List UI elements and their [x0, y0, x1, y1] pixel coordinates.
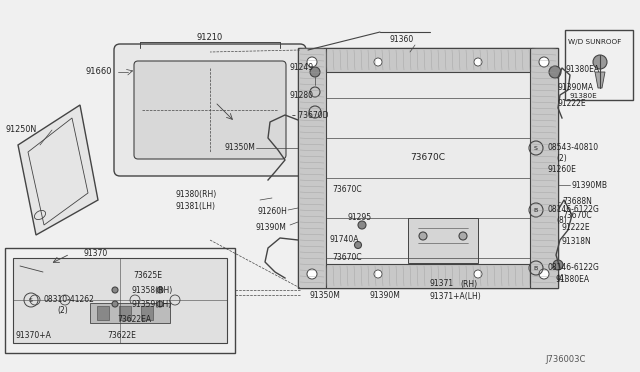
Text: J736003C: J736003C — [545, 356, 586, 365]
Circle shape — [549, 66, 561, 78]
Text: 91260E: 91260E — [548, 166, 577, 174]
Text: S: S — [534, 145, 538, 151]
Text: 91381(LH): 91381(LH) — [175, 202, 215, 212]
Text: 91390M: 91390M — [255, 224, 286, 232]
Circle shape — [358, 221, 366, 229]
Text: 73688N: 73688N — [562, 198, 592, 206]
Circle shape — [310, 67, 320, 77]
Bar — [565, 30, 633, 100]
Text: (8): (8) — [556, 215, 567, 224]
Text: 91350M: 91350M — [310, 292, 341, 301]
Text: 08310-41262: 08310-41262 — [43, 295, 94, 305]
Text: 91380(RH): 91380(RH) — [175, 190, 216, 199]
Bar — [13, 258, 227, 343]
Circle shape — [307, 57, 317, 67]
Circle shape — [539, 269, 549, 279]
Text: 91390M: 91390M — [370, 292, 401, 301]
Text: 91380EA: 91380EA — [566, 65, 600, 74]
Text: 73670C: 73670C — [410, 154, 445, 163]
Text: 91295: 91295 — [348, 214, 372, 222]
Text: 91370+A: 91370+A — [15, 331, 51, 340]
Text: 91380EA: 91380EA — [555, 276, 589, 285]
Text: 91390MB: 91390MB — [572, 180, 608, 189]
Circle shape — [593, 55, 607, 69]
Text: 91390MA: 91390MA — [558, 83, 594, 93]
Text: 91371+A(LH): 91371+A(LH) — [430, 292, 482, 301]
Text: (2): (2) — [57, 305, 68, 314]
Circle shape — [419, 232, 427, 240]
Polygon shape — [18, 105, 98, 235]
Bar — [90, 303, 170, 323]
Circle shape — [553, 260, 563, 270]
Text: 73670C: 73670C — [332, 186, 362, 195]
Text: (RH): (RH) — [460, 279, 477, 289]
Text: 73622E: 73622E — [107, 331, 136, 340]
Text: 91380E: 91380E — [570, 93, 598, 99]
Circle shape — [374, 58, 382, 66]
Bar — [326, 48, 530, 72]
Text: 08146-6122G: 08146-6122G — [548, 205, 600, 215]
Bar — [408, 218, 478, 263]
Text: 91371: 91371 — [430, 279, 454, 289]
FancyBboxPatch shape — [114, 44, 306, 176]
Circle shape — [474, 58, 482, 66]
Text: 91370: 91370 — [83, 250, 108, 259]
Text: 73622EA: 73622EA — [117, 315, 151, 324]
Text: 91250N: 91250N — [5, 125, 36, 135]
Text: (2): (2) — [556, 154, 567, 163]
Circle shape — [374, 270, 382, 278]
Text: B: B — [534, 208, 538, 212]
Text: W/D SUNROOF: W/D SUNROOF — [568, 39, 621, 45]
Circle shape — [474, 270, 482, 278]
Bar — [530, 48, 558, 288]
Bar — [5, 248, 235, 353]
Text: 91210: 91210 — [197, 33, 223, 42]
Text: 91350M: 91350M — [224, 144, 255, 153]
Text: 08146-6122G: 08146-6122G — [548, 263, 600, 273]
Circle shape — [157, 301, 163, 307]
Text: S: S — [29, 298, 33, 302]
Circle shape — [112, 301, 118, 307]
Text: 91222E: 91222E — [562, 224, 591, 232]
Bar — [298, 48, 326, 288]
Circle shape — [459, 232, 467, 240]
Bar — [97, 306, 109, 320]
Text: 91360: 91360 — [390, 35, 414, 45]
Bar — [141, 306, 153, 320]
Text: 73670C: 73670C — [332, 253, 362, 263]
Text: 08543-40810: 08543-40810 — [548, 144, 599, 153]
Text: 91318N: 91318N — [562, 237, 592, 247]
Text: 91249: 91249 — [290, 64, 314, 73]
FancyBboxPatch shape — [134, 61, 286, 159]
Text: (4): (4) — [556, 273, 567, 282]
Circle shape — [355, 241, 362, 248]
Bar — [298, 48, 558, 288]
Text: 91222E: 91222E — [558, 99, 587, 109]
Polygon shape — [595, 72, 605, 88]
Text: – 73670D: – 73670D — [292, 110, 328, 119]
Circle shape — [112, 287, 118, 293]
Circle shape — [539, 57, 549, 67]
Text: 91740A: 91740A — [330, 235, 360, 244]
Text: 91359(LH): 91359(LH) — [131, 299, 172, 308]
Bar — [119, 306, 131, 320]
Circle shape — [307, 269, 317, 279]
Text: 73625E: 73625E — [133, 272, 162, 280]
Text: 91358(RH): 91358(RH) — [131, 285, 172, 295]
Circle shape — [157, 287, 163, 293]
Text: 91660: 91660 — [86, 67, 112, 77]
Text: 91260H: 91260H — [258, 208, 288, 217]
Text: 73670C: 73670C — [562, 211, 591, 219]
Bar — [326, 264, 530, 288]
Text: B: B — [534, 266, 538, 270]
Text: 91280: 91280 — [290, 90, 314, 99]
